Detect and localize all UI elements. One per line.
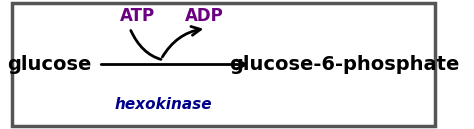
Text: glucose: glucose <box>7 55 91 74</box>
Text: ADP: ADP <box>185 7 223 25</box>
Text: glucose-6-phosphate: glucose-6-phosphate <box>229 55 459 74</box>
Text: hexokinase: hexokinase <box>114 97 212 112</box>
FancyArrowPatch shape <box>131 30 161 59</box>
Bar <box>12 3 435 126</box>
Text: ATP: ATP <box>120 7 155 25</box>
